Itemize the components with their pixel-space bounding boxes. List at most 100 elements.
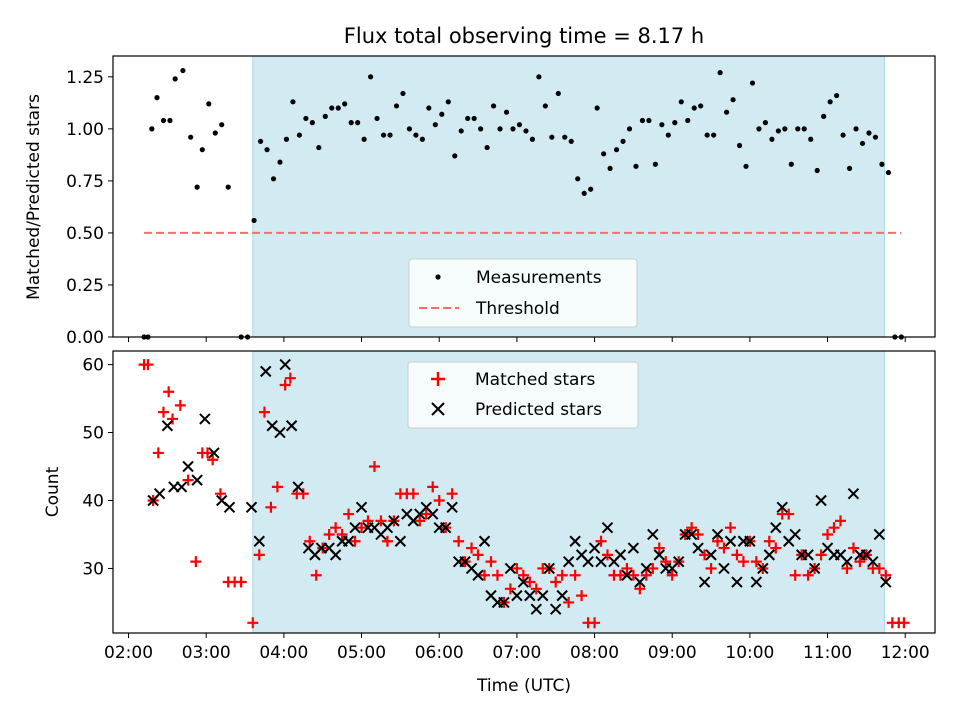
bottom-panel: 02:00 03:00 04:00 05:00 06:00 07:00 08:00 09:00… — [43, 350, 936, 696]
predicted-star-point — [653, 549, 665, 561]
measurement-point — [846, 165, 853, 171]
predicted-star-point — [685, 528, 698, 541]
matched-star-point — [152, 447, 164, 459]
predicted-star-point — [543, 562, 555, 575]
predicted-star-point — [279, 358, 291, 371]
matched-star-point — [524, 576, 536, 588]
predicted-star-point — [841, 555, 853, 568]
top-legend: Measurements Threshold — [408, 258, 638, 328]
predicted-star-point — [621, 569, 633, 581]
predicted-star-point — [634, 576, 646, 588]
top-panel: 0.00 0.25 0.50 0.75 1.00 1.25 Matched/Predict… — [24, 55, 936, 348]
matched-star-point — [356, 522, 368, 534]
matched-star-point — [705, 562, 717, 574]
measurement-point — [555, 90, 561, 97]
matched-star-point — [556, 569, 568, 581]
top-legend-box — [408, 258, 638, 328]
measurement-point — [736, 142, 743, 149]
predicted-star-point — [274, 426, 286, 439]
x-tick-label: 12:00 — [881, 643, 930, 663]
matched-star-point — [517, 569, 529, 581]
matched-star-point — [634, 583, 646, 595]
bottom-y-tick-label: 60 — [82, 356, 104, 376]
measurement-point — [180, 67, 186, 74]
measurement-point — [478, 126, 484, 132]
predicted-star-point — [692, 542, 704, 554]
measurement-point — [788, 161, 794, 167]
bottom-legend: Matched stars Predicted stars — [407, 361, 639, 429]
matched-star-point — [362, 515, 374, 527]
measurement-point — [257, 138, 264, 144]
x-tick-label: 05:00 — [337, 643, 386, 663]
measurement-point — [601, 151, 607, 157]
matched-star-point — [589, 617, 601, 629]
matched-star-point — [297, 488, 309, 500]
measurement-point — [458, 128, 464, 134]
predicted-star-point — [601, 521, 614, 534]
measurement-point — [872, 134, 879, 140]
measurement-point — [290, 99, 296, 105]
legend-measurements-marker — [435, 274, 441, 280]
measurement-point — [523, 128, 529, 134]
matched-star-point — [835, 515, 847, 527]
predicted-star-point — [789, 528, 801, 541]
measurement-point — [685, 117, 691, 124]
predicted-star-point — [672, 555, 685, 568]
predicted-star-point — [744, 535, 756, 547]
matched-star-point — [163, 386, 175, 398]
measurement-point — [309, 120, 315, 126]
predicted-star-point — [191, 474, 203, 486]
matched-star-point — [627, 569, 639, 581]
measurement-point — [316, 144, 322, 151]
bottom-panel-frame — [112, 350, 936, 634]
measurement-point — [510, 126, 516, 132]
matched-star-point — [427, 481, 439, 493]
matched-star-point — [279, 379, 291, 391]
matched-star-point — [511, 562, 523, 574]
measurement-point — [562, 134, 568, 140]
matched-star-point — [479, 569, 491, 581]
measurement-point — [277, 159, 283, 165]
matched-star-point — [783, 508, 795, 520]
matched-star-point — [157, 406, 169, 418]
predicted-star-point — [627, 542, 640, 554]
predicted-star-point — [582, 555, 594, 568]
measurement-point — [827, 99, 833, 105]
measurement-point — [594, 105, 600, 111]
predicted-star-point — [595, 555, 607, 568]
matched-star-point — [343, 508, 355, 520]
measurement-point — [814, 167, 820, 174]
top-panel-frame — [112, 55, 936, 338]
matched-star-point — [873, 562, 885, 574]
matched-star-point — [375, 515, 387, 527]
matched-star-point — [304, 535, 316, 547]
legend-matched-marker — [431, 372, 445, 386]
measurement-point — [167, 117, 173, 124]
predicted-star-point — [569, 535, 581, 547]
measurement-point — [840, 132, 846, 138]
measurement-point — [380, 132, 387, 138]
measurement-point — [355, 120, 361, 126]
matched-star-point — [822, 528, 834, 540]
predicted-star-point — [757, 562, 769, 575]
measurement-point — [756, 126, 762, 132]
measurement-point — [149, 126, 155, 132]
predicted-star-point — [427, 508, 439, 520]
measurement-point — [607, 165, 613, 171]
matched-star-point — [854, 556, 866, 568]
matched-star-point — [485, 556, 497, 568]
matched-star-point — [718, 542, 730, 554]
bottom-y-tick-label: 50 — [82, 424, 104, 444]
top-y-tick-label: 1.25 — [66, 68, 104, 88]
measurement-point — [549, 134, 555, 140]
predicted-star-point — [446, 501, 458, 513]
measurement-point — [264, 147, 270, 153]
predicted-star-point — [253, 535, 265, 547]
measurement-point — [335, 105, 341, 111]
measurement-point — [749, 80, 756, 86]
matched-star-point — [214, 488, 226, 500]
x-axis-label: Time (UTC) — [476, 676, 571, 696]
measurement-point — [775, 128, 781, 134]
predicted-star-point — [285, 420, 298, 432]
